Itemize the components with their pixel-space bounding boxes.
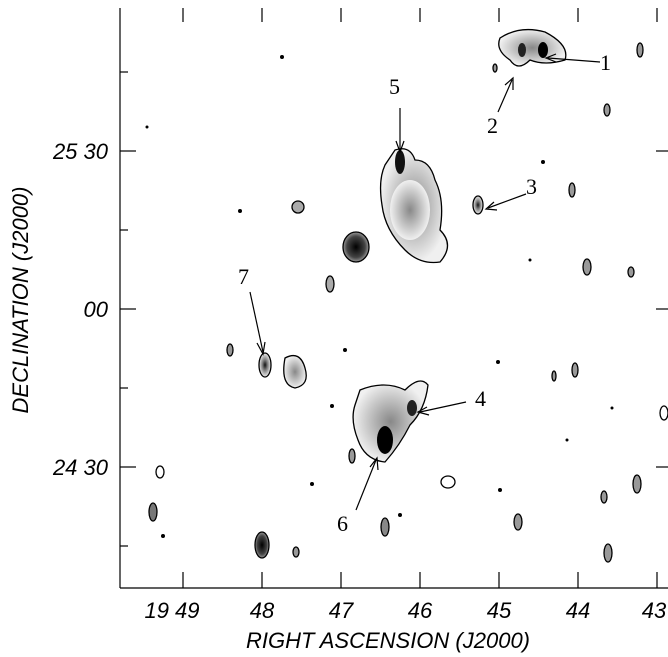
x-tick-label: 48: [250, 598, 275, 623]
x-tick-label: 47: [329, 598, 354, 623]
source-label: 5: [389, 74, 400, 99]
y-tick-label: 25 30: [52, 139, 109, 164]
source-label: 4: [475, 386, 486, 411]
radio-sources: [145, 28, 668, 563]
x-tick-labels: 19 49 48 47 46 45 44 43: [144, 598, 667, 623]
x-tick-label: 43: [642, 598, 667, 623]
source-label: 2: [487, 113, 498, 138]
y-tick-label: 24 30: [52, 455, 109, 480]
y-tick-label: 00: [84, 297, 109, 322]
source-label: 3: [526, 174, 537, 199]
y-tick-labels: 25 30 00 24 30: [52, 139, 109, 480]
x-tick-label: 45: [487, 598, 512, 623]
x-tick-label: 19 49: [144, 598, 199, 623]
x-axis-label: RIGHT ASCENSION (J2000): [246, 628, 530, 653]
x-tick-label: 46: [408, 598, 433, 623]
source-label: 7: [238, 264, 249, 289]
plot-frame: [119, 8, 668, 589]
arrows: [249, 53, 601, 511]
x-tick-label: 44: [566, 598, 590, 623]
source-labels: 1 2 3 4 5 6 7: [238, 50, 611, 536]
tick-marks: [120, 8, 668, 588]
source-label: 6: [337, 511, 348, 536]
y-axis-label: DECLINATION (J2000): [8, 187, 33, 414]
source-label: 1: [600, 50, 611, 75]
